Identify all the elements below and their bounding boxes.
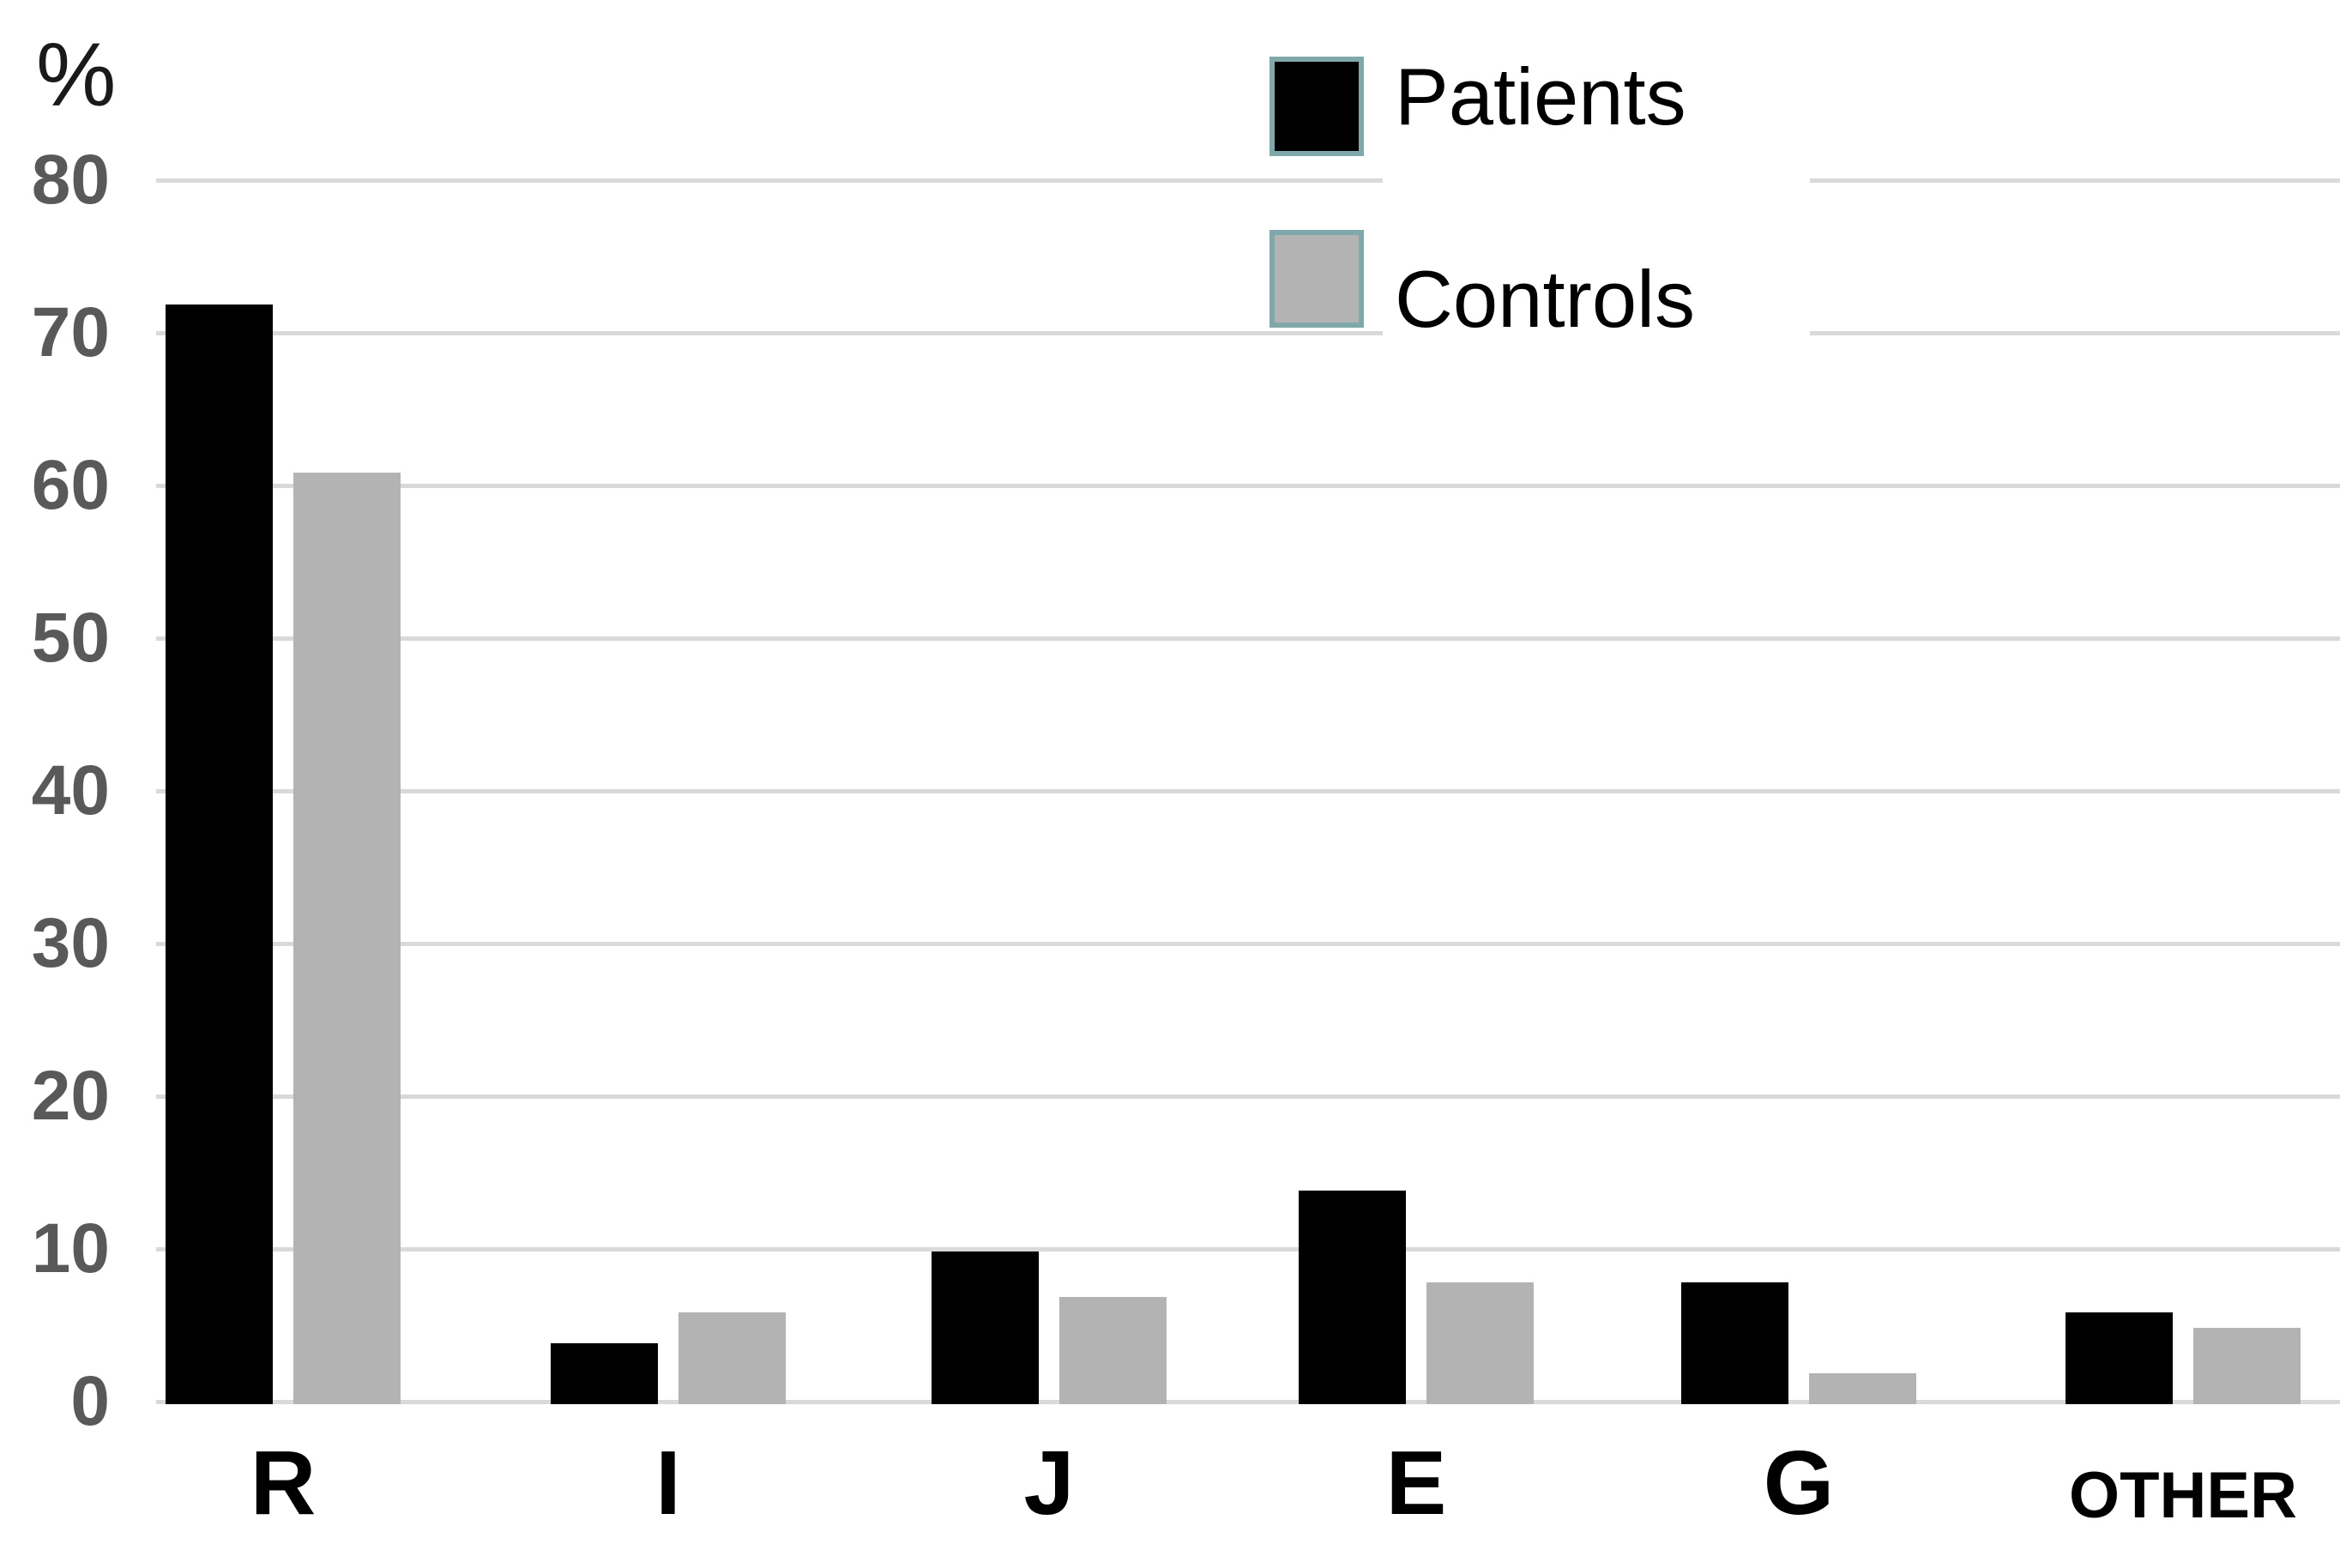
y-tick-label-50: 50 xyxy=(31,599,110,677)
x-category-label-g: G xyxy=(1763,1432,1835,1534)
legend-swatch-controls xyxy=(1270,230,1364,328)
x-category-label-j: J xyxy=(1023,1432,1075,1534)
bar-controls-other xyxy=(2193,1328,2301,1404)
gridline-70 xyxy=(156,331,2340,335)
y-tick-label-40: 40 xyxy=(31,751,110,829)
y-axis-unit-label: % xyxy=(36,25,117,125)
x-category-label-other: OTHER xyxy=(2069,1459,2297,1532)
bar-controls-g xyxy=(1809,1373,1916,1404)
legend-label-patients-box: Patients xyxy=(1383,48,1810,201)
x-category-label-e: E xyxy=(1385,1432,1447,1534)
gridline-30 xyxy=(156,942,2340,946)
bar-patients-e xyxy=(1299,1191,1406,1404)
gridline-10 xyxy=(156,1247,2340,1251)
gridline-0 xyxy=(156,1400,2340,1404)
bar-patients-g xyxy=(1681,1282,1788,1404)
x-category-label-r: R xyxy=(250,1432,317,1534)
x-category-label-i: I xyxy=(655,1432,681,1534)
y-tick-label-30: 30 xyxy=(31,904,110,982)
gridline-20 xyxy=(156,1095,2340,1099)
gridline-50 xyxy=(156,636,2340,641)
y-tick-label-60: 60 xyxy=(31,446,110,524)
bar-controls-i xyxy=(678,1312,786,1404)
gridline-80 xyxy=(156,178,2340,183)
bar-controls-r xyxy=(293,473,401,1404)
bar-patients-other xyxy=(2066,1312,2173,1404)
y-tick-label-10: 10 xyxy=(31,1209,110,1288)
gridline-60 xyxy=(156,484,2340,488)
legend-label-controls-box: Controls xyxy=(1383,230,1810,376)
bar-patients-j xyxy=(932,1251,1039,1404)
y-tick-label-0: 0 xyxy=(70,1362,110,1440)
y-tick-label-80: 80 xyxy=(31,141,110,219)
legend-label-controls: Controls xyxy=(1395,254,1696,344)
bar-controls-e xyxy=(1426,1282,1534,1404)
y-tick-label-20: 20 xyxy=(31,1057,110,1135)
legend-label-patients: Patients xyxy=(1395,51,1686,142)
bar-controls-j xyxy=(1059,1297,1167,1404)
bar-patients-r xyxy=(166,305,273,1404)
gridline-40 xyxy=(156,789,2340,793)
legend-swatch-patients xyxy=(1270,57,1364,156)
bar-patients-i xyxy=(551,1343,658,1404)
y-tick-label-70: 70 xyxy=(31,293,110,371)
